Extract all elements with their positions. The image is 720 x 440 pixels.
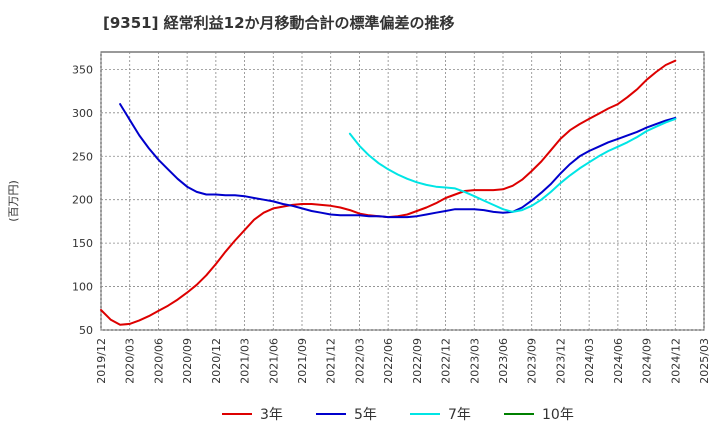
x-tick-label: 2023/09	[526, 338, 539, 384]
x-tick-label: 2023/12	[554, 338, 567, 384]
y-tick-label: 350	[72, 63, 93, 76]
grid-horizontal	[101, 68, 704, 331]
x-tick-label: 2022/06	[382, 338, 395, 384]
x-tick-label: 2022/09	[411, 338, 424, 384]
y-axis-ticks: 50 100 150 200 250 300 350	[72, 63, 93, 337]
x-tick-label: 2020/09	[181, 338, 194, 384]
x-tick-label: 2021/12	[325, 338, 338, 384]
x-tick-label: 2021/09	[296, 338, 309, 384]
series-line-3	[348, 117, 677, 213]
legend: 3年 5年 7年 10年	[222, 407, 574, 423]
y-axis-label: (百万円)	[7, 180, 20, 222]
x-tick-label: 2023/06	[497, 338, 510, 384]
x-tick-label: 2022/12	[440, 338, 453, 384]
legend-label-1: 3年	[260, 407, 283, 423]
plot-area	[100, 51, 705, 331]
legend-label-2: 5年	[354, 407, 377, 423]
x-tick-label: 2019/12	[95, 338, 108, 384]
legend-label-3: 7年	[448, 407, 471, 423]
x-tick-label: 2020/12	[210, 338, 223, 384]
x-tick-label: 2024/03	[583, 338, 596, 384]
y-tick-label: 50	[79, 324, 93, 337]
y-tick-label: 200	[72, 194, 93, 207]
y-tick-label: 300	[72, 107, 93, 120]
legend-label-4: 10年	[542, 407, 574, 423]
x-tick-label: 2024/12	[669, 338, 682, 384]
x-tick-label: 2024/06	[612, 338, 625, 384]
x-tick-label: 2020/06	[152, 338, 165, 384]
y-tick-label: 100	[72, 281, 93, 294]
x-tick-label: 2024/09	[641, 338, 654, 384]
y-tick-label: 250	[72, 150, 93, 163]
x-tick-label: 2021/03	[239, 338, 252, 384]
x-tick-label: 2025/03	[698, 338, 711, 384]
y-tick-label: 150	[72, 237, 93, 250]
x-tick-label: 2020/03	[124, 338, 137, 384]
x-tick-label: 2021/06	[267, 338, 280, 384]
series-line-2	[119, 103, 677, 219]
x-axis-ticks: 2019/12 2020/03 2020/06 2020/09 2020/12 2021/…	[95, 338, 711, 384]
chart-title: [9351] 経常利益12か月移動合計の標準偏差の推移	[103, 14, 455, 32]
x-tick-label: 2022/03	[353, 338, 366, 384]
series-layer	[100, 59, 677, 326]
x-tick-label: 2023/03	[468, 338, 481, 384]
